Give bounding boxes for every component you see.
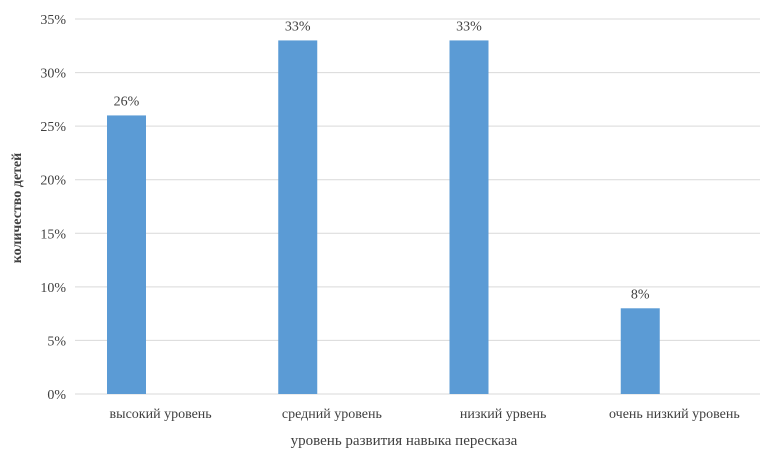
bar-data-label: 33%: [456, 19, 482, 34]
data-labels: 26% 33% 33% 8%: [114, 19, 650, 302]
gridlines: [75, 18, 760, 395]
y-tick-label: 25%: [40, 120, 66, 135]
x-category-label: очень низкий уровень: [609, 407, 740, 422]
bar-data-label: 26%: [114, 94, 140, 109]
bar-data-label: 8%: [631, 287, 650, 302]
x-category-label: высокий уровень: [110, 407, 212, 422]
x-category-label: средний уровень: [282, 407, 382, 422]
x-category-label: низкий урвень: [460, 407, 546, 422]
y-tick-label: 30%: [40, 67, 66, 82]
y-tick-label: 35%: [40, 13, 66, 28]
y-axis-title: количество детей: [10, 153, 25, 263]
y-tick-label: 15%: [40, 227, 66, 242]
x-axis-categories: высокий уровень средний уровень низкий урв…: [110, 407, 740, 422]
bar: [278, 40, 318, 395]
bar: [107, 115, 146, 394]
bar: [449, 40, 489, 395]
x-axis-title: уровень развития навыка пересказа: [291, 433, 518, 449]
y-tick-label: 5%: [47, 334, 66, 349]
bar: [620, 308, 660, 394]
y-axis-ticks: 0% 5% 10% 15% 20% 25% 30% 35%: [40, 13, 66, 403]
y-tick-label: 20%: [40, 174, 66, 189]
y-tick-label: 10%: [40, 281, 66, 296]
bars: [107, 40, 660, 395]
bar-data-label: 33%: [285, 19, 311, 34]
y-tick-label: 0%: [47, 388, 66, 403]
